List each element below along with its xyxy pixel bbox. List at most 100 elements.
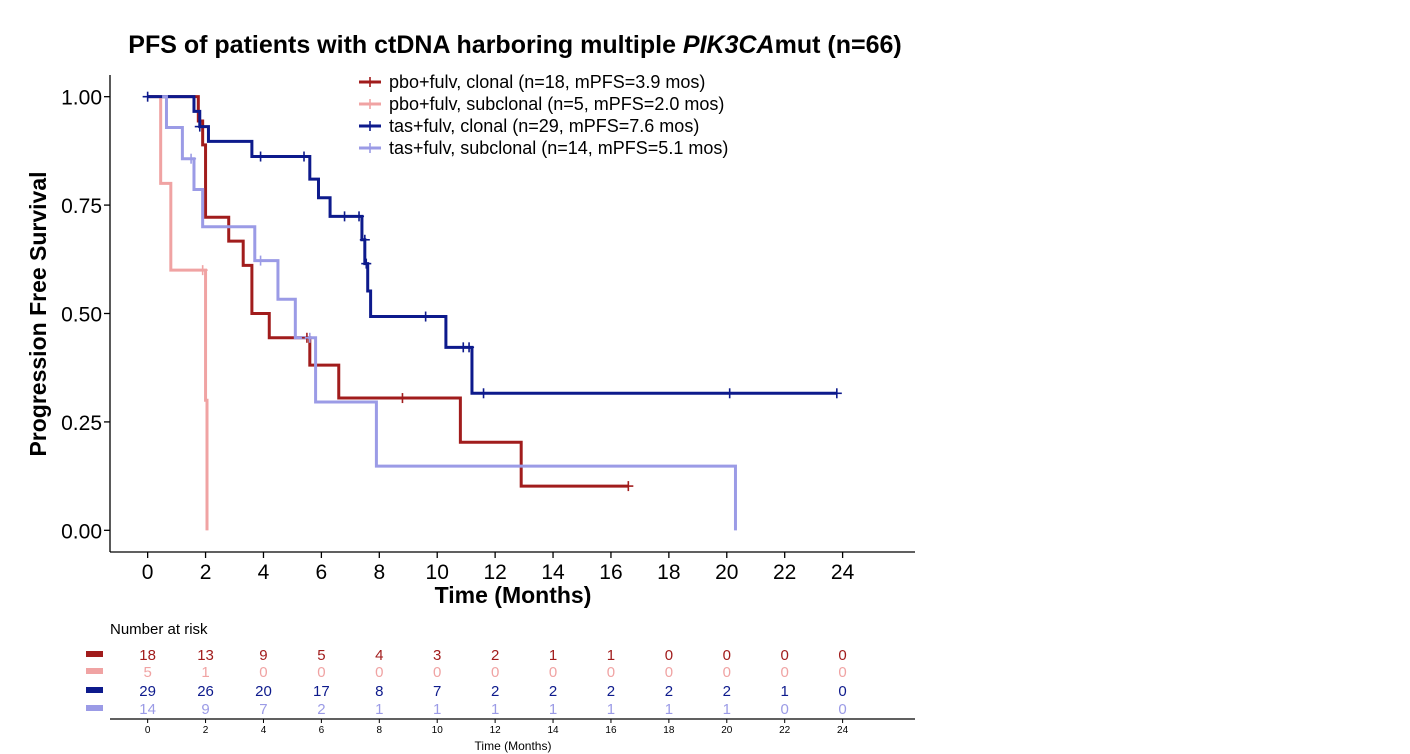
risk-count: 4: [375, 647, 383, 664]
x-tick-label: 24: [831, 561, 855, 584]
risk-tick-label: 0: [145, 725, 151, 736]
risk-count: 0: [607, 664, 615, 681]
risk-count: 2: [491, 647, 499, 664]
risk-count: 0: [781, 664, 789, 681]
censor-mark: [397, 393, 408, 404]
risk-count: 13: [197, 647, 214, 664]
censor-mark: [255, 255, 266, 266]
risk-count: 0: [723, 664, 731, 681]
x-ticks: 0 2 4 6 8 10 12 14 16 18 20 22 24: [142, 552, 855, 584]
risk-count: 1: [201, 664, 209, 681]
risk-count: 0: [723, 647, 731, 664]
risk-table-title: Number at risk: [110, 621, 208, 638]
risk-tick-label: 24: [837, 725, 849, 736]
risk-count: 1: [491, 701, 499, 718]
censor-mark: [359, 234, 370, 245]
km-curve-series-1: [159, 95, 209, 531]
x-tick-label: 6: [316, 561, 328, 584]
risk-tick-label: 14: [547, 725, 559, 736]
risk-count: 2: [607, 683, 615, 700]
legend-label: tas+fulv, subclonal (n=14, mPFS=5.1 mos): [389, 138, 728, 158]
risk-count: 20: [255, 683, 272, 700]
risk-count: 0: [838, 683, 846, 700]
y-tick-label: 0.25: [61, 412, 102, 435]
risk-table-values: 18 13 9 5 4 3 2 1 1 0 0 0 05 1 0 0 0 0 0 0 0 0 0 0 029 26 20 17 8 7 2 2…: [139, 647, 846, 718]
censor-mark: [142, 91, 153, 102]
y-tick-label: 0.50: [61, 304, 102, 327]
risk-count: 5: [143, 664, 151, 681]
legend-label: tas+fulv, clonal (n=29, mPFS=7.6 mos): [389, 116, 699, 136]
risk-count: 2: [317, 701, 325, 718]
risk-tick-label: 16: [605, 725, 617, 736]
risk-count: 5: [317, 647, 325, 664]
risk-count: 0: [838, 701, 846, 718]
risk-table-keys: [86, 651, 103, 711]
censor-mark: [197, 265, 208, 276]
legend-item: pbo+fulv, subclonal (n=5, mPFS=2.0 mos): [359, 94, 724, 114]
risk-count: 0: [781, 701, 789, 718]
censor-mark: [354, 211, 365, 222]
risk-count: 2: [665, 683, 673, 700]
risk-count: 8: [375, 683, 383, 700]
risk-count: 0: [781, 647, 789, 664]
risk-table-ticks: 0 2 4 6 8 10 12 14 16 18 20 22 24: [145, 719, 849, 736]
risk-count: 29: [139, 683, 156, 700]
x-axis-label: Time (Months): [435, 582, 592, 608]
censor-mark: [724, 388, 735, 399]
risk-count: 0: [665, 647, 673, 664]
x-tick-label: 12: [483, 561, 506, 584]
risk-count: 0: [549, 664, 557, 681]
y-tick-label: 1.00: [61, 87, 102, 110]
risk-tick-label: 12: [490, 725, 502, 736]
censor-mark: [464, 342, 475, 353]
censor-mark: [831, 388, 842, 399]
censor-mark: [194, 121, 205, 132]
risk-count: 1: [375, 701, 383, 718]
x-tick-label: 18: [657, 561, 680, 584]
risk-count: 1: [723, 701, 731, 718]
risk-tick-label: 18: [663, 725, 675, 736]
risk-count: 0: [433, 664, 441, 681]
legend: pbo+fulv, clonal (n=18, mPFS=3.9 mos)pbo…: [359, 72, 728, 158]
censor-mark: [420, 311, 431, 322]
risk-count: 26: [197, 683, 214, 700]
chart-title: PFS of patients with ctDNA harboring mul…: [128, 31, 901, 59]
risk-count: 0: [838, 664, 846, 681]
risk-count: 3: [433, 647, 441, 664]
x-tick-label: 8: [373, 561, 385, 584]
censor-mark: [623, 481, 634, 492]
risk-count: 0: [665, 664, 673, 681]
legend-item: tas+fulv, subclonal (n=14, mPFS=5.1 mos): [359, 138, 728, 158]
censor-mark: [478, 388, 489, 399]
risk-count: 1: [665, 701, 673, 718]
censor-marks: [142, 91, 842, 492]
chart-title-italic: PIK3CA: [683, 31, 775, 59]
censor-mark: [361, 258, 372, 269]
risk-count: 2: [549, 683, 557, 700]
x-tick-label: 4: [258, 561, 270, 584]
x-tick-label: 10: [426, 561, 449, 584]
risk-count: 2: [723, 683, 731, 700]
x-tick-label: 14: [541, 561, 565, 584]
risk-row-key: [86, 705, 103, 711]
x-tick-label: 16: [599, 561, 622, 584]
risk-tick-label: 22: [779, 725, 791, 736]
legend-label: pbo+fulv, subclonal (n=5, mPFS=2.0 mos): [389, 94, 724, 114]
censor-mark: [304, 332, 315, 343]
risk-count: 14: [139, 701, 156, 718]
legend-item: pbo+fulv, clonal (n=18, mPFS=3.9 mos): [359, 72, 705, 92]
censor-mark: [255, 151, 266, 162]
risk-tick-label: 4: [261, 725, 267, 736]
risk-count: 0: [375, 664, 383, 681]
x-tick-label: 20: [715, 561, 738, 584]
censor-mark: [299, 151, 310, 162]
km-curve-series-3: [162, 95, 737, 531]
legend-label: pbo+fulv, clonal (n=18, mPFS=3.9 mos): [389, 72, 705, 92]
risk-count: 7: [433, 683, 441, 700]
risk-count: 0: [491, 664, 499, 681]
risk-table-x-label: Time (Months): [475, 739, 552, 753]
censor-mark: [186, 153, 197, 164]
x-tick-label: 2: [200, 561, 212, 584]
y-tick-label: 0.75: [61, 195, 102, 218]
